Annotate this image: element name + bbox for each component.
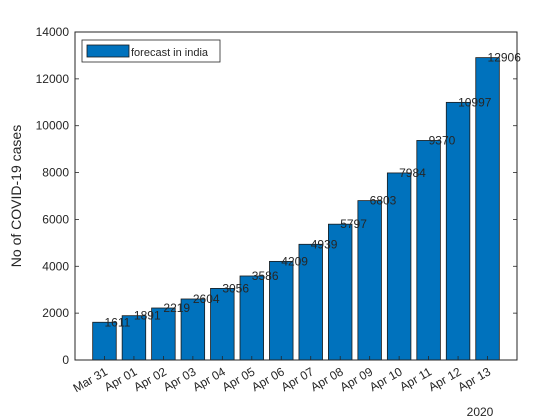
x-tick-label: Apr 06 [249, 364, 287, 394]
x-tick-label: Apr 01 [102, 364, 140, 394]
x-tick-label: Apr 04 [190, 364, 228, 394]
x-tick-label: Apr 12 [426, 364, 464, 394]
y-tick-label: 6000 [42, 212, 69, 226]
bars-group [92, 57, 500, 361]
data-label: 9370 [429, 133, 456, 147]
data-label: 2604 [193, 292, 220, 306]
x-tick-label: Apr 03 [161, 364, 199, 394]
x-axis-year-label: 2020 [467, 405, 494, 419]
x-tick-label: Apr 05 [220, 364, 258, 394]
y-tick-label: 8000 [42, 166, 69, 180]
legend: forecast in india [81, 39, 221, 63]
y-tick-label: 12000 [36, 72, 70, 86]
x-tick-label: Apr 02 [131, 364, 169, 394]
data-label: 12906 [488, 51, 522, 65]
legend-label: forecast in india [131, 47, 209, 59]
data-label: 1611 [104, 315, 130, 329]
x-tick-label: Apr 10 [367, 364, 405, 394]
data-label: 4939 [311, 237, 338, 251]
y-tick-label: 0 [62, 353, 69, 367]
data-label: 7984 [399, 166, 426, 180]
data-label: 10997 [458, 95, 492, 109]
x-tick-label: Apr 08 [308, 364, 346, 394]
plot-frame [74, 31, 518, 361]
y-tick-label: 2000 [42, 306, 69, 320]
x-tick-label: Apr 11 [397, 364, 434, 394]
y-tick-label: 10000 [36, 119, 70, 133]
y-axis-ticks: 0 2000 4000 6000 8000 10000 12000 14000 [36, 25, 517, 367]
x-tick-label: Apr 13 [455, 364, 493, 394]
y-axis-label: No of COVID-19 cases [8, 125, 24, 267]
y-tick-label: 14000 [36, 25, 70, 39]
data-label: 3586 [252, 269, 279, 283]
legend-swatch [86, 44, 130, 58]
x-tick-label: Apr 09 [338, 364, 376, 394]
y-tick-label: 4000 [42, 259, 69, 273]
data-label: 6803 [370, 194, 397, 208]
data-label: 2219 [163, 301, 190, 315]
data-label: 1891 [134, 309, 161, 323]
data-label: 3056 [222, 281, 249, 295]
plot-area [75, 32, 517, 360]
data-labels-group: 1611 189122192604305635864209493957976803… [104, 51, 521, 330]
x-tick-label: Apr 07 [279, 364, 317, 394]
data-label: 5797 [340, 217, 367, 231]
data-label: 4209 [281, 254, 308, 268]
